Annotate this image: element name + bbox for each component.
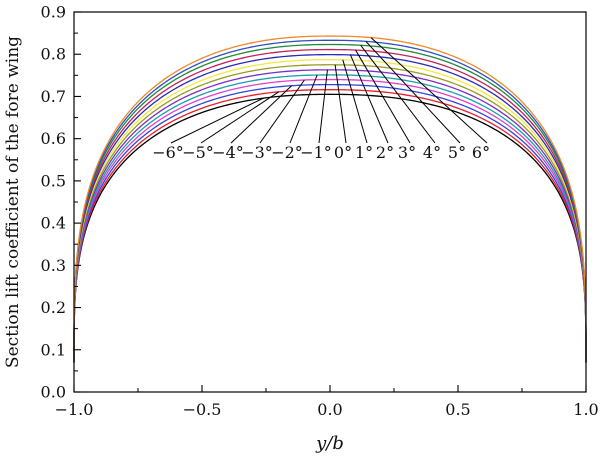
series-line xyxy=(73,48,587,363)
leader-line xyxy=(259,79,305,144)
y-tick-label: 0.2 xyxy=(41,298,66,317)
series-angle-label: −6° xyxy=(152,143,184,162)
y-tick-label: 0.9 xyxy=(41,3,66,22)
series-line xyxy=(73,39,587,363)
x-tick-label: 0.5 xyxy=(445,400,470,419)
series-angle-label: 1° xyxy=(355,143,373,162)
leader-line xyxy=(334,64,347,144)
y-tick-label: 0.0 xyxy=(41,383,66,402)
y-tick-label: 0.8 xyxy=(41,45,66,64)
leader-line xyxy=(170,97,264,144)
series-angle-label: −2° xyxy=(271,143,303,162)
series-line xyxy=(73,64,587,363)
leader-line xyxy=(342,59,368,144)
series-line xyxy=(73,74,587,363)
leader-line xyxy=(360,44,436,144)
y-axis-title: Section lift coefficient of the fore win… xyxy=(3,36,23,368)
series-angle-label: −3° xyxy=(241,143,273,162)
leader-line xyxy=(318,69,328,144)
plot-frame xyxy=(73,11,587,393)
leader-line xyxy=(350,54,389,144)
leader-line xyxy=(230,85,292,144)
x-tick-label: 0.0 xyxy=(317,400,342,419)
series-angle-label: 3° xyxy=(398,143,416,162)
leader-line xyxy=(200,91,280,144)
x-axis-title: y/b xyxy=(315,433,344,454)
series-angle-label: −1° xyxy=(300,143,332,162)
leader-line xyxy=(365,41,461,144)
leader-line xyxy=(370,37,488,144)
series-angle-label: −4° xyxy=(212,143,244,162)
leader-line xyxy=(289,74,318,144)
y-tick-label: 0.3 xyxy=(41,256,66,275)
series-angle-label: 4° xyxy=(423,143,441,162)
plot-lines xyxy=(73,35,587,363)
series-line xyxy=(73,53,587,363)
x-tick-label: −1.0 xyxy=(55,400,94,419)
x-tick-label: −0.5 xyxy=(183,400,222,419)
y-tick-label: 0.7 xyxy=(41,87,66,106)
series-line xyxy=(73,78,587,363)
series-line xyxy=(73,89,587,363)
angle-annotations: −6°−5°−4°−3°−2°−1° 0° 1° 2° 3° 4° 5° 6° xyxy=(152,37,490,162)
y-tick-label: 0.4 xyxy=(41,214,66,233)
series-line xyxy=(73,93,587,363)
series-angle-label: 5° xyxy=(448,143,466,162)
series-angle-label: 2° xyxy=(376,143,394,162)
series-angle-label: 0° xyxy=(334,143,352,162)
y-tick-label: 0.1 xyxy=(41,340,66,359)
series-angle-label: −5° xyxy=(182,143,214,162)
series-line xyxy=(73,35,587,363)
series-line xyxy=(73,69,587,363)
series-angle-label: 6° xyxy=(472,143,490,162)
y-tick-label: 0.5 xyxy=(41,171,66,190)
series-line xyxy=(73,59,587,363)
series-line xyxy=(73,83,587,363)
series-line xyxy=(73,43,587,363)
y-tick-label: 0.6 xyxy=(41,129,66,148)
leader-line xyxy=(355,49,411,144)
axis-ticks: 0.0 0.1 0.2 0.3 0.4 0.5 0.6 0.7 0.8 0.9 −1.0 −0.5 0.… xyxy=(41,3,599,420)
x-tick-label: 1.0 xyxy=(573,400,598,419)
